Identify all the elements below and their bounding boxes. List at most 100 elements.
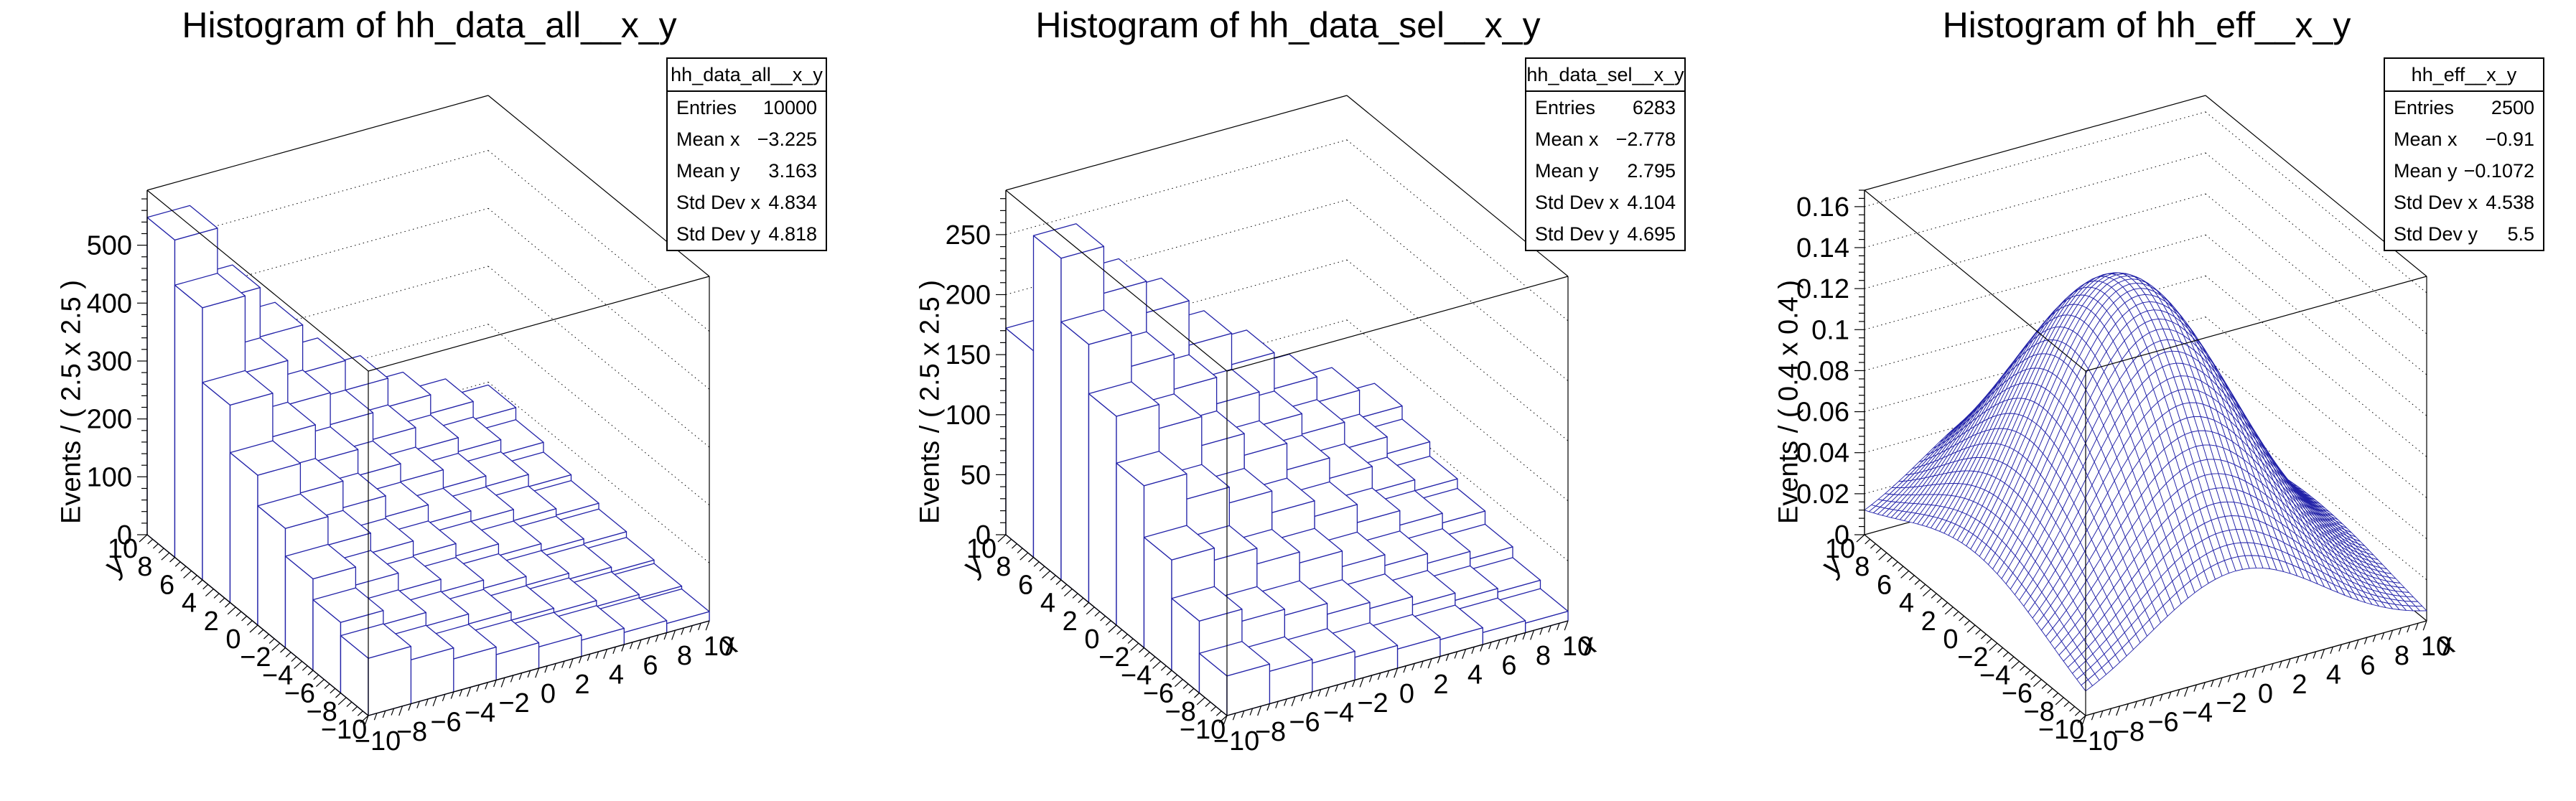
svg-text:8: 8 (677, 641, 692, 671)
svg-text:0: 0 (225, 624, 241, 655)
pad-title: Histogram of hh_eff__x_y (1942, 5, 2351, 45)
svg-text:250: 250 (946, 220, 991, 250)
stats-value: −0.1072 (2463, 159, 2534, 182)
svg-text:0.14: 0.14 (1796, 233, 1849, 263)
surface-mesh (1864, 272, 2427, 692)
svg-text:2: 2 (1921, 606, 1936, 637)
svg-text:4: 4 (609, 660, 624, 690)
svg-text:0: 0 (1834, 520, 1849, 551)
stats-row: Mean x −0.91 (2385, 123, 2543, 155)
stats-value: 4.104 (1627, 191, 1676, 213)
svg-text:−8: −8 (1165, 697, 1196, 727)
stats-label: Mean x (1535, 128, 1599, 150)
stats-row: Mean x −2.778 (1526, 123, 1684, 155)
svg-text:8: 8 (137, 552, 152, 582)
stats-box: hh_eff__x_y Entries 2500 Mean x −0.91 Me… (2384, 57, 2544, 251)
svg-text:−6: −6 (1143, 679, 1174, 709)
svg-text:−10: −10 (2038, 715, 2084, 745)
svg-text:500: 500 (87, 231, 132, 261)
stats-value: 6283 (1632, 96, 1676, 118)
svg-text:100: 100 (946, 400, 991, 431)
stats-title: hh_eff__x_y (2385, 59, 2543, 92)
svg-text:0: 0 (117, 520, 132, 551)
svg-text:0: 0 (1084, 624, 1099, 655)
svg-text:−6: −6 (430, 708, 461, 738)
surface-plot-hh-eff: 00.020.040.060.080.10.120.140.16−10−8 −6−… (1796, 95, 2451, 756)
pad-hh-eff: 0 0.02 0.04 0.06 0.08 0.1 0.12 0.14 0.16 −10 −8 −6−… (1717, 0, 2576, 801)
svg-text:2: 2 (1433, 670, 1448, 700)
svg-text:−2: −2 (240, 642, 271, 673)
stats-value: 3.163 (768, 159, 817, 182)
svg-text:−6: −6 (2002, 679, 2033, 709)
svg-text:−4: −4 (465, 698, 495, 728)
svg-text:2: 2 (2292, 670, 2307, 700)
svg-text:−4: −4 (2182, 698, 2213, 728)
stats-row: Mean y −0.1072 (2385, 155, 2543, 187)
stats-value: 4.834 (768, 191, 817, 213)
svg-text:4: 4 (1467, 660, 1483, 690)
svg-text:150: 150 (946, 340, 991, 370)
svg-text:−6: −6 (2147, 708, 2178, 738)
stats-value: 2.795 (1627, 159, 1676, 182)
stats-label: Mean x (676, 128, 740, 150)
svg-text:−6: −6 (284, 679, 315, 709)
stats-label: Std Dev x (1535, 191, 1620, 213)
pad-title: Histogram of hh_data_all__x_y (182, 5, 677, 45)
svg-text:0.04: 0.04 (1796, 439, 1849, 469)
svg-text:0.06: 0.06 (1796, 398, 1849, 428)
svg-text:10: 10 (966, 534, 997, 564)
svg-text:0.08: 0.08 (1796, 356, 1849, 386)
svg-text:−8: −8 (396, 717, 427, 747)
stats-label: Std Dev y (1535, 222, 1620, 245)
stats-value: 4.818 (768, 222, 817, 245)
stats-label: Entries (676, 96, 737, 118)
svg-text:6: 6 (159, 570, 174, 600)
svg-text:10: 10 (2421, 632, 2451, 662)
stats-title: hh_data_all__x_y (668, 59, 826, 92)
svg-text:−2: −2 (2216, 688, 2246, 718)
stats-label: Std Dev y (676, 222, 761, 245)
svg-text:0: 0 (2258, 679, 2273, 709)
stats-row: Std Dev y 4.818 (668, 218, 826, 250)
stats-label: Std Dev y (2394, 222, 2478, 245)
z-axis-title: Events / ( 0.4 x 0.4 ) (1773, 279, 1804, 525)
svg-text:−4: −4 (1323, 698, 1354, 728)
svg-text:0: 0 (541, 679, 556, 709)
stats-row: Std Dev x 4.538 (2385, 187, 2543, 218)
svg-text:−2: −2 (1957, 642, 1988, 673)
stats-row: Std Dev y 5.5 (2385, 218, 2543, 250)
svg-text:400: 400 (87, 289, 132, 319)
svg-text:0.02: 0.02 (1796, 479, 1849, 510)
stats-value: 4.538 (2486, 191, 2534, 213)
svg-text:−8: −8 (2114, 717, 2145, 747)
lego-bars (1005, 223, 1569, 716)
svg-text:6: 6 (1877, 570, 1892, 600)
stats-row: Mean x −3.225 (668, 123, 826, 155)
svg-text:0: 0 (976, 520, 991, 551)
pad-hh-data-all: 0 100 200 300 400 500 −10 −8 −6 −4 −2 0 2 4 6 8 10 −10 −8−… (0, 0, 859, 801)
stats-label: Mean y (2394, 159, 2458, 182)
svg-text:−4: −4 (1979, 660, 2010, 690)
svg-text:0.16: 0.16 (1796, 192, 1849, 222)
svg-text:6: 6 (2360, 650, 2375, 680)
svg-text:−2: −2 (498, 688, 529, 718)
svg-text:−10: −10 (1213, 726, 1259, 756)
stats-row: Entries 6283 (1526, 92, 1684, 123)
svg-text:2: 2 (1063, 606, 1078, 637)
stats-box: hh_data_sel__x_y Entries 6283 Mean x −2.… (1525, 57, 1686, 251)
stats-value: −0.91 (2485, 128, 2534, 150)
stats-title: hh_data_sel__x_y (1526, 59, 1684, 92)
svg-text:8: 8 (996, 552, 1011, 582)
stats-label: Std Dev x (676, 191, 761, 213)
svg-text:−6: −6 (1289, 708, 1320, 738)
stats-label: Mean x (2394, 128, 2458, 150)
svg-text:−2: −2 (1357, 688, 1388, 718)
svg-text:200: 200 (946, 281, 991, 311)
stats-row: Std Dev x 4.104 (1526, 187, 1684, 218)
svg-text:−8: −8 (2024, 697, 2055, 727)
svg-text:6: 6 (643, 650, 658, 680)
pad-title: Histogram of hh_data_sel__x_y (1035, 5, 1541, 45)
